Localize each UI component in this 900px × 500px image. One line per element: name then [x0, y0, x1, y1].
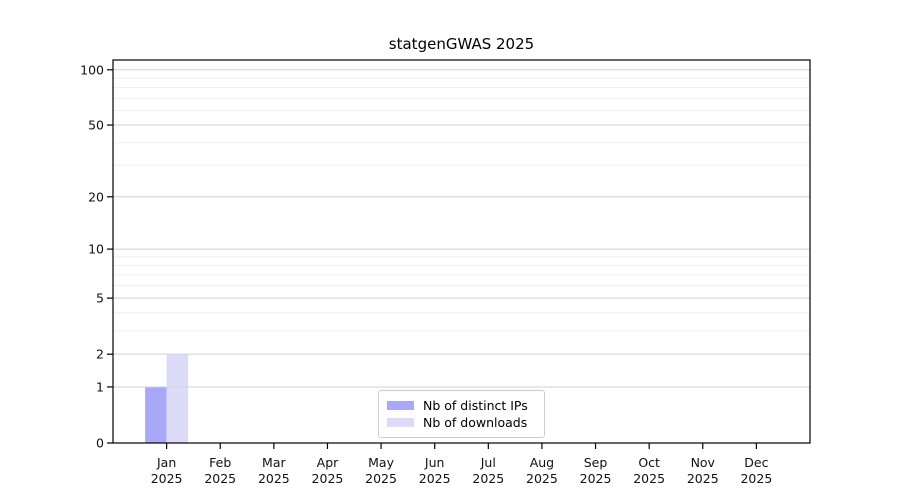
- legend-label-distinct-ips: Nb of distinct IPs: [423, 397, 528, 413]
- svg-text:0: 0: [96, 436, 104, 451]
- chart-title: statgenGWAS 2025: [388, 35, 535, 53]
- legend-swatch-distinct-ips: [387, 401, 414, 410]
- svg-text:10: 10: [88, 242, 104, 257]
- svg-text:50: 50: [88, 118, 104, 133]
- legend-item-distinct-ips: Nb of distinct IPs: [387, 397, 536, 413]
- svg-text:100: 100: [80, 62, 104, 77]
- legend-item-downloads: Nb of downloads: [387, 414, 536, 430]
- svg-text:5: 5: [96, 291, 104, 306]
- svg-text:1: 1: [96, 379, 104, 394]
- legend-label-downloads: Nb of downloads: [423, 414, 528, 430]
- legend-swatch-downloads: [387, 418, 414, 427]
- legend: Nb of distinct IPs Nb of downloads: [378, 390, 545, 438]
- svg-text:20: 20: [88, 189, 104, 204]
- svg-text:2: 2: [96, 347, 104, 362]
